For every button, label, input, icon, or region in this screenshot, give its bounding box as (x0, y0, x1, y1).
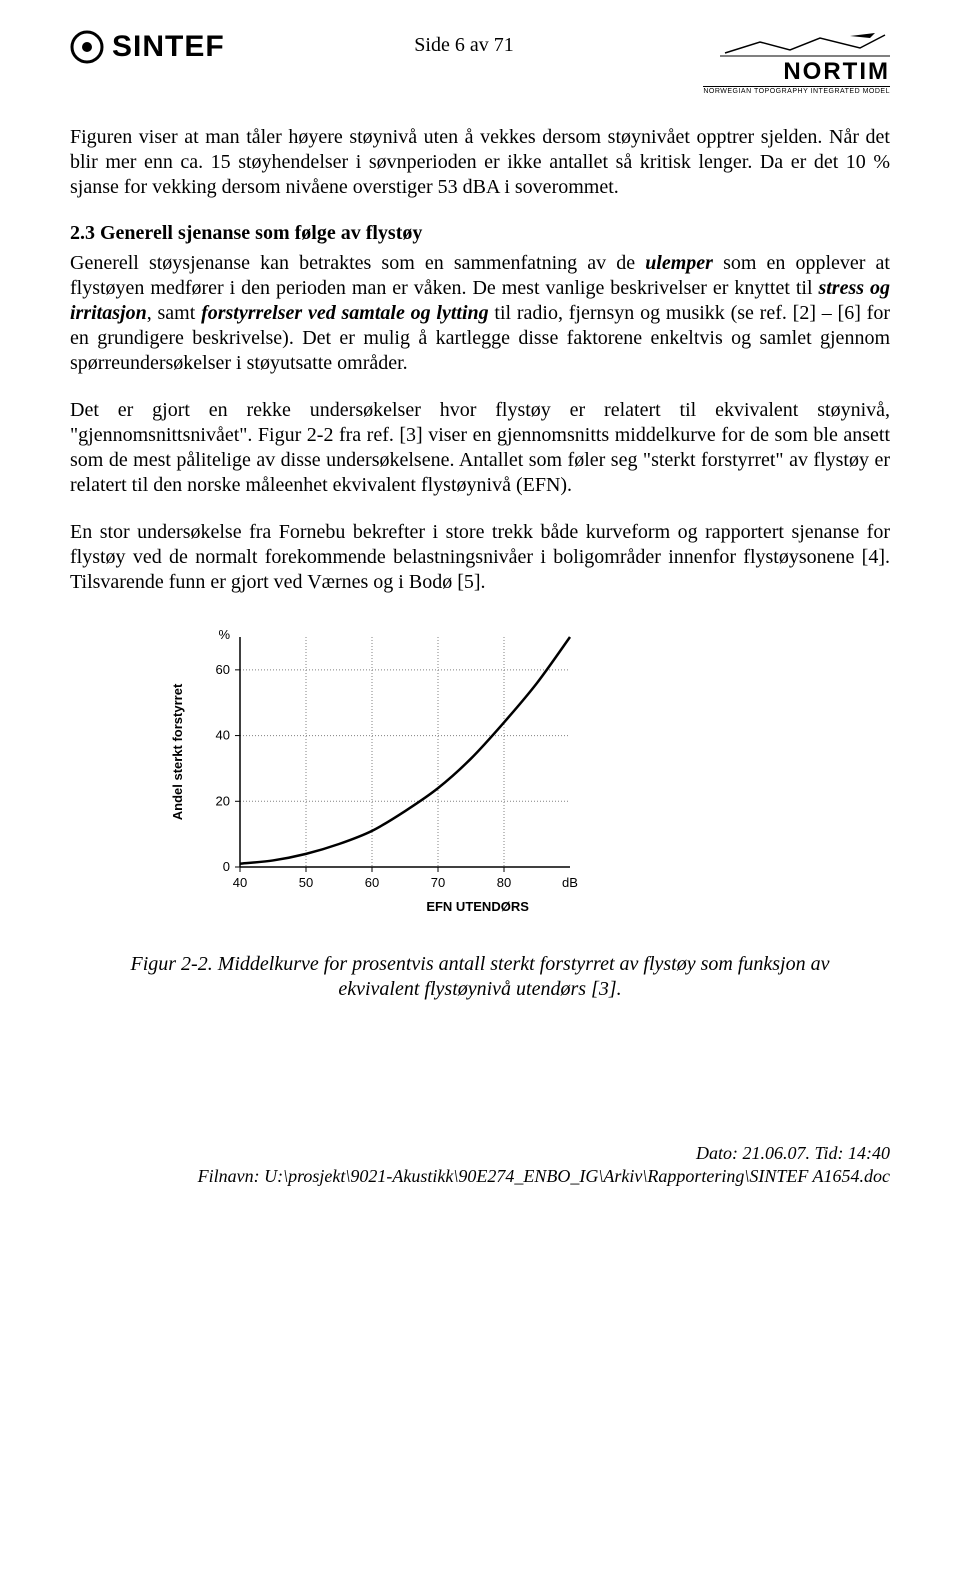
svg-text:%: % (218, 627, 230, 642)
curve-chart: 40 50 60 70 80 dB 0 20 40 60% Andel sterkt forstyr… (160, 617, 590, 927)
svg-text:20: 20 (216, 793, 230, 808)
text: Generell støysjenanse kan betraktes som … (70, 252, 645, 274)
text: , samt (147, 302, 201, 324)
nortim-logo-subtitle: NORWEGIAN TOPOGRAPHY INTEGRATED MODEL (703, 86, 890, 95)
svg-text:dB: dB (562, 875, 578, 890)
nortim-logo: NORTIM NORWEGIAN TOPOGRAPHY INTEGRATED M… (703, 30, 890, 95)
svg-text:50: 50 (299, 875, 313, 890)
svg-text:EFN UTENDØRS: EFN UTENDØRS (426, 899, 529, 914)
svg-text:0: 0 (223, 859, 230, 874)
nortim-logo-icon (720, 30, 890, 58)
paragraph-2: Generell støysjenanse kan betraktes som … (70, 251, 890, 376)
page-number: Side 6 av 71 (414, 30, 513, 57)
figure-caption: Figur 2-2. Middelkurve for prosentvis an… (130, 952, 830, 1002)
sintef-logo: SINTEF (70, 30, 225, 64)
svg-text:Andel sterkt forstyrret: Andel sterkt forstyrret (170, 683, 185, 820)
section-heading: 2.3 Generell sjenanse som følge av flyst… (70, 222, 890, 245)
paragraph-3: Det er gjort en rekke undersøkelser hvor… (70, 398, 890, 498)
sintef-logo-text: SINTEF (112, 30, 225, 64)
nortim-logo-text: NORTIM (783, 58, 890, 86)
page: SINTEF Side 6 av 71 NORTIM NORWEGIAN TOP… (0, 0, 960, 1219)
svg-text:40: 40 (233, 875, 247, 890)
footer-date: Dato: 21.06.07. Tid: 14:40 (70, 1142, 890, 1165)
svg-text:60: 60 (365, 875, 379, 890)
emphasis: ulemper (645, 252, 713, 274)
paragraph-1: Figuren viser at man tåler høyere støyni… (70, 125, 890, 200)
svg-text:60: 60 (216, 662, 230, 677)
emphasis: forstyrrelser ved samtale og lytting (201, 302, 489, 324)
footer-filename: Filnavn: U:\prosjekt\9021-Akustikk\90E27… (70, 1165, 890, 1188)
sintef-logo-icon (70, 30, 104, 64)
page-header: SINTEF Side 6 av 71 NORTIM NORWEGIAN TOP… (70, 30, 890, 95)
chart-container: 40 50 60 70 80 dB 0 20 40 60% Andel sterkt forstyr… (160, 617, 890, 932)
paragraph-4: En stor undersøkelse fra Fornebu bekreft… (70, 520, 890, 595)
svg-text:70: 70 (431, 875, 445, 890)
page-footer: Dato: 21.06.07. Tid: 14:40 Filnavn: U:\p… (70, 1142, 890, 1189)
svg-text:80: 80 (497, 875, 511, 890)
svg-text:40: 40 (216, 728, 230, 743)
